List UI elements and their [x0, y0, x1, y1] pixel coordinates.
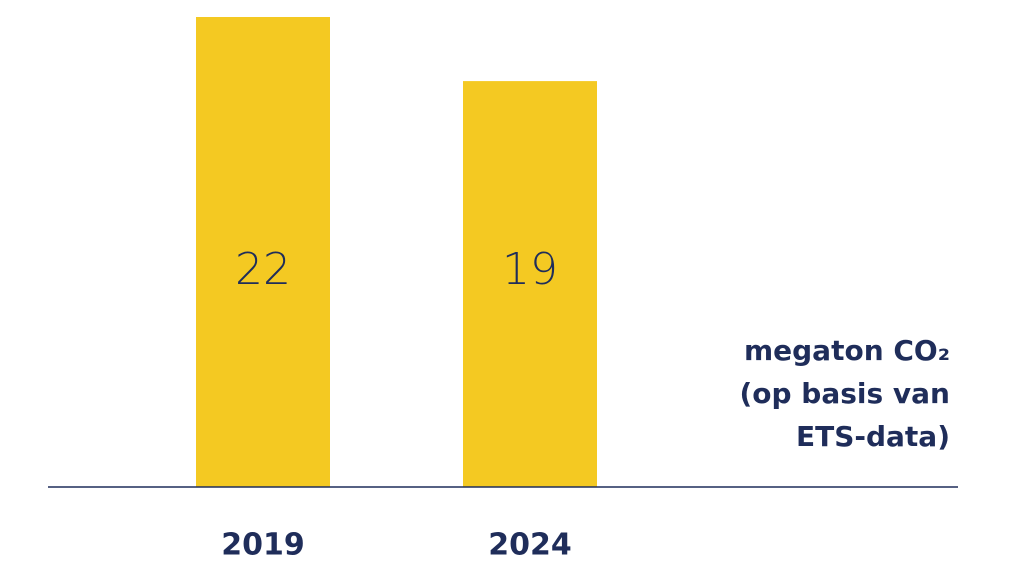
annotation: ETS-data) [796, 420, 950, 453]
value-label: 22 [235, 244, 291, 295]
annotation: megaton CO₂ [744, 334, 950, 367]
value-label: 19 [502, 244, 558, 295]
bar [463, 81, 597, 487]
x-tick-label: 2024 [488, 528, 572, 562]
annotation: (op basis van [739, 377, 950, 410]
bar [196, 17, 330, 487]
x-tick-label: 2019 [221, 528, 305, 562]
